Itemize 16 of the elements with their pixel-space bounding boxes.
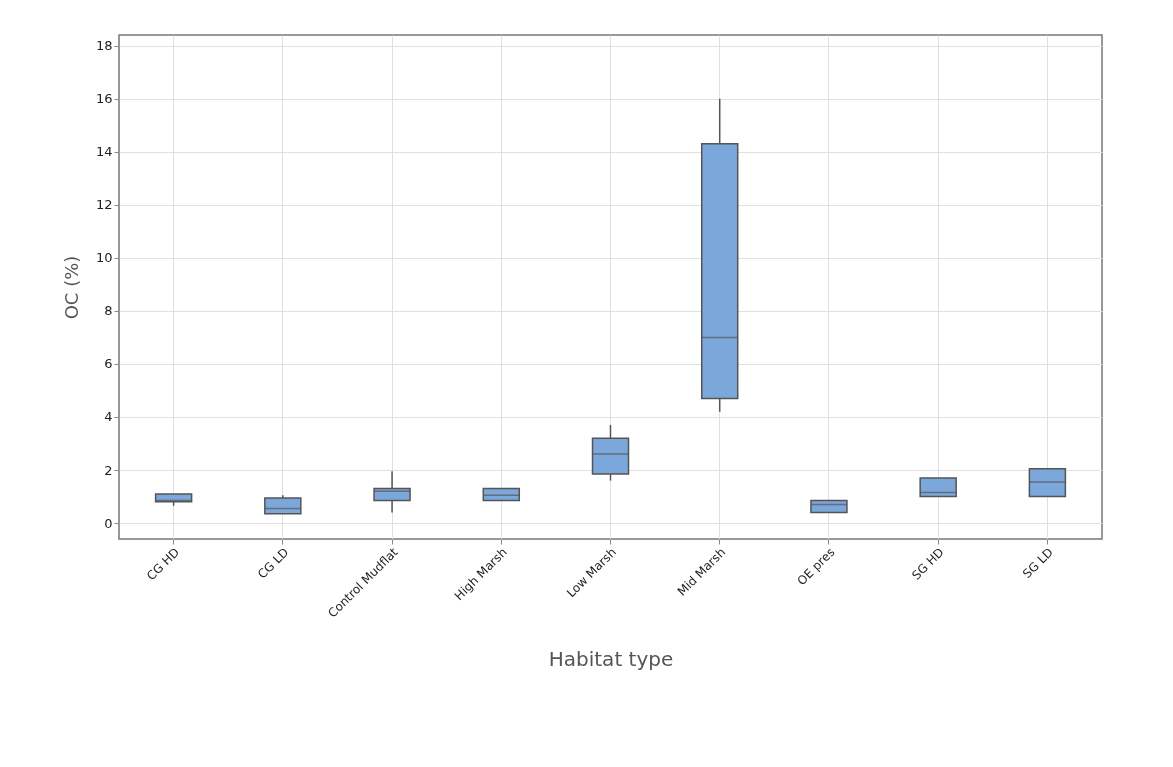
x-tick-label: SG HD (909, 545, 947, 583)
x-tick-label: CG LD (254, 545, 292, 582)
y-tick-label: 14 (95, 144, 113, 160)
x-axis-title: Habitat type (548, 646, 674, 671)
y-tick-label: 18 (95, 38, 113, 54)
y-tick-label: 0 (104, 515, 113, 531)
y-tick-label: 10 (95, 250, 113, 266)
x-tick-label: SG LD (1020, 545, 1056, 581)
y-tick-label: 4 (104, 409, 113, 425)
y-tick-label: 16 (95, 91, 113, 107)
y-tick-label: 12 (95, 197, 113, 213)
y-tick-label: 2 (104, 462, 113, 478)
y-tick-label: 6 (104, 356, 113, 372)
x-tick-label: CG HD (144, 545, 183, 584)
y-axis-title: OC (%) (60, 255, 82, 320)
y-tick-label: 8 (104, 303, 113, 319)
